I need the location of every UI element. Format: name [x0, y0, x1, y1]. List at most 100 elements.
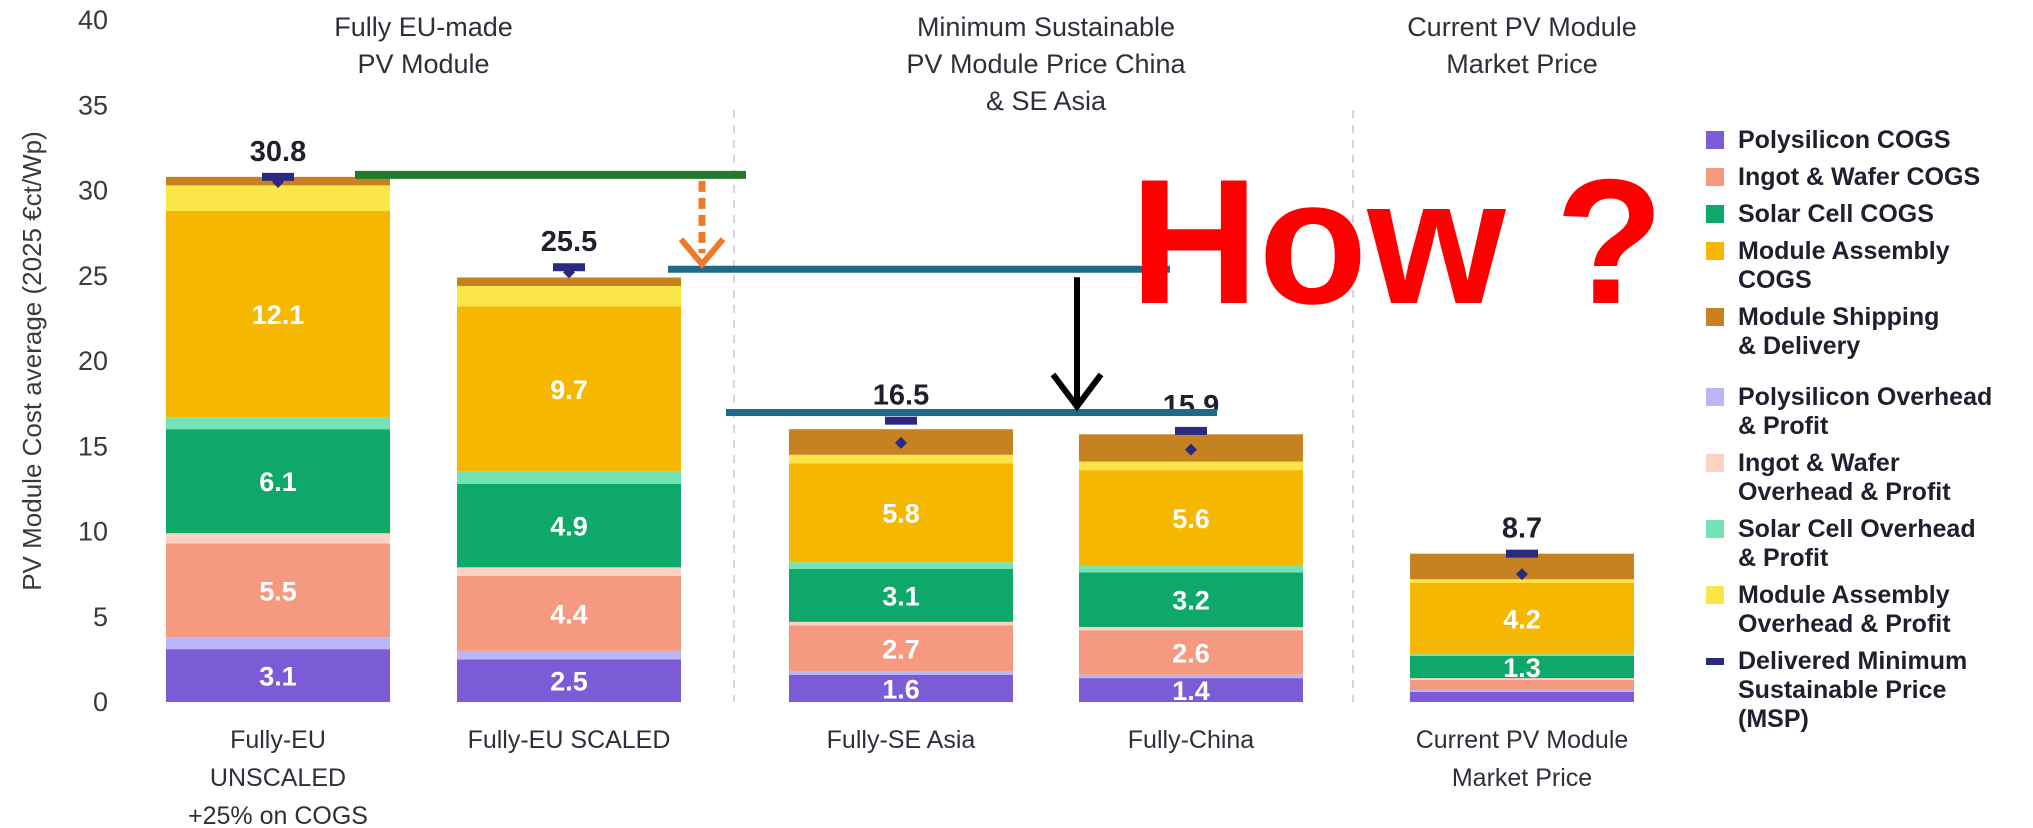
legend-swatch	[1706, 586, 1724, 604]
bar-segment	[1410, 691, 1634, 702]
legend-swatch	[1706, 658, 1724, 665]
legend-item: Ingot & Wafer Overhead & Profit	[1706, 449, 2026, 507]
segment-value-label: 2.5	[550, 667, 588, 697]
msp-dot	[1185, 443, 1197, 456]
legend-label: Delivered Minimum Sustainable Price (MSP…	[1738, 647, 1968, 733]
legend-swatch	[1706, 242, 1724, 260]
bar-segment	[1410, 579, 1634, 583]
y-tick-label: 40	[78, 5, 108, 35]
segment-value-label: 2.6	[1172, 639, 1210, 669]
bar-segment	[166, 417, 390, 430]
bar-segment	[789, 625, 1013, 672]
segment-value-label: 5.5	[259, 576, 297, 606]
bar-segment	[1079, 626, 1303, 631]
bar-segment	[166, 649, 390, 702]
msp-dot	[895, 436, 907, 449]
segment-value-label: 3.1	[259, 662, 297, 692]
bar-segment	[1079, 470, 1303, 566]
bar-segment	[457, 277, 681, 286]
legend-swatch	[1706, 388, 1724, 406]
legend-item: Solar Cell COGS	[1706, 200, 2026, 229]
y-tick-label: 0	[93, 687, 108, 717]
bar-segment	[166, 429, 390, 534]
legend-label: Polysilicon COGS	[1738, 126, 1951, 154]
y-axis-label: PV Module Cost average (2025 €ct/Wp)	[17, 131, 47, 591]
msp-marker	[1175, 426, 1207, 435]
legend-item: Delivered Minimum Sustainable Price (MSP…	[1706, 647, 2026, 734]
category-label: Fully-China	[1128, 726, 1255, 754]
legend-label: Ingot & Wafer Overhead & Profit	[1738, 449, 1951, 506]
segment-value-label: 6.1	[259, 467, 297, 497]
legend-swatch	[1706, 205, 1724, 223]
y-tick-label: 20	[78, 346, 108, 376]
bar-segment	[1079, 572, 1303, 627]
category-label: Fully-EU UNSCALED +25% on COGS	[188, 726, 368, 828]
bar-total-label: 30.8	[250, 136, 306, 168]
bar-segment	[457, 285, 681, 307]
legend-label: Solar Cell COGS	[1738, 200, 1934, 228]
segment-value-label: 12.1	[252, 300, 305, 330]
black-arrowhead	[1050, 372, 1104, 412]
msp-marker	[885, 416, 917, 425]
legend-item: Polysilicon Overhead & Profit	[1706, 383, 2026, 441]
bar-segment	[457, 567, 681, 576]
bar-segment	[1410, 582, 1634, 655]
legend-item: Module Assembly Overhead & Profit	[1706, 581, 2026, 639]
msp-marker	[553, 263, 585, 272]
group-header: Fully EU-made PV Module	[334, 12, 513, 79]
bar-segment	[166, 637, 390, 650]
bar-segment	[166, 185, 390, 211]
bar-segment	[1410, 654, 1634, 656]
bar-segment	[166, 533, 390, 544]
segment-value-label: 3.2	[1172, 586, 1210, 616]
legend-swatch	[1706, 454, 1724, 472]
chart-legend: Polysilicon COGS Ingot & Wafer COGS Solar …	[1706, 126, 2026, 742]
legend-swatch	[1706, 520, 1724, 538]
bar-segment	[457, 650, 681, 660]
bar-segment	[1079, 461, 1303, 471]
legend-label: Module Shipping & Delivery	[1738, 303, 1940, 360]
legend-item: Module Shipping & Delivery	[1706, 303, 2026, 361]
bar-segment	[457, 659, 681, 702]
orange-arrowhead	[678, 237, 726, 269]
segment-value-label: 2.7	[882, 634, 920, 664]
msp-marker	[1506, 549, 1538, 558]
segment-value-label: 3.1	[882, 581, 920, 611]
bar-segment	[1079, 678, 1303, 702]
bar-total-label: 8.7	[1502, 513, 1542, 545]
segment-value-label: 1.6	[882, 674, 920, 704]
segment-value-label: 4.4	[550, 599, 588, 629]
legend-label: Module Assembly COGS	[1738, 237, 1950, 294]
group-header: Minimum Sustainable PV Module Price China…	[906, 12, 1186, 116]
category-label: Fully-SE Asia	[827, 726, 976, 754]
bar-segment	[789, 674, 1013, 702]
bar-segment	[1079, 674, 1303, 679]
y-tick-label: 10	[78, 517, 108, 547]
bar-segment	[1079, 565, 1303, 573]
bar-segment	[166, 543, 390, 638]
segment-value-label: 5.6	[1172, 504, 1210, 534]
bar-segment	[1079, 630, 1303, 675]
category-label: Fully-EU SCALED	[468, 726, 671, 754]
segment-value-label: 4.9	[550, 512, 588, 542]
y-tick-label: 25	[78, 261, 108, 291]
legend-label: Module Assembly Overhead & Profit	[1738, 581, 1951, 638]
bar-segment	[789, 569, 1013, 622]
segment-value-label: 4.2	[1503, 604, 1541, 634]
legend-swatch	[1706, 168, 1724, 186]
bar-segment	[789, 621, 1013, 626]
bar-total-label: 15.9	[1163, 390, 1219, 422]
bar-segment	[1410, 679, 1634, 691]
bar-segment	[789, 562, 1013, 570]
y-tick-label: 35	[78, 90, 108, 120]
bar-segment	[457, 483, 681, 568]
segment-value-label: 1.3	[1503, 653, 1541, 683]
y-tick-label: 30	[78, 176, 108, 206]
segment-value-label: 5.8	[882, 499, 920, 529]
bar-segment	[1410, 690, 1634, 692]
category-label: Current PV Module Market Price	[1416, 726, 1629, 792]
bar-segment	[166, 210, 390, 418]
bar-total-label: 25.5	[541, 226, 597, 258]
legend-label: Solar Cell Overhead & Profit	[1738, 515, 1976, 572]
legend-item: Module Assembly COGS	[1706, 237, 2026, 295]
